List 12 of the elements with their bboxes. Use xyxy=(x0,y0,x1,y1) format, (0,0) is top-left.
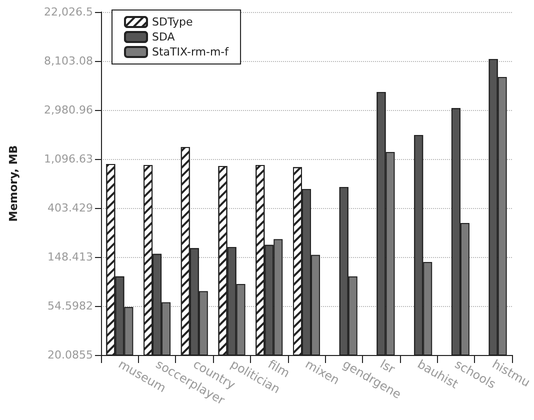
legend-label: SDA xyxy=(152,30,176,44)
y-tick-label: 148.413 xyxy=(48,250,93,264)
y-tick-label: 22,026.5 xyxy=(44,6,93,18)
legend-label: StaTIX-rm-m-f xyxy=(152,46,230,58)
y-tick-label: 54.5982 xyxy=(48,300,93,312)
y-tick-label: 403.429 xyxy=(48,202,93,214)
y-axis-title: Memory, MB xyxy=(7,145,20,222)
legend-label: SDType xyxy=(152,16,193,28)
y-tick-label: 20.0855 xyxy=(48,348,93,362)
y-tick-label: 1,096.63 xyxy=(44,152,93,166)
y-tick-label: 8,103.08 xyxy=(44,54,93,68)
y-tick-label: 2,980.96 xyxy=(44,104,93,116)
